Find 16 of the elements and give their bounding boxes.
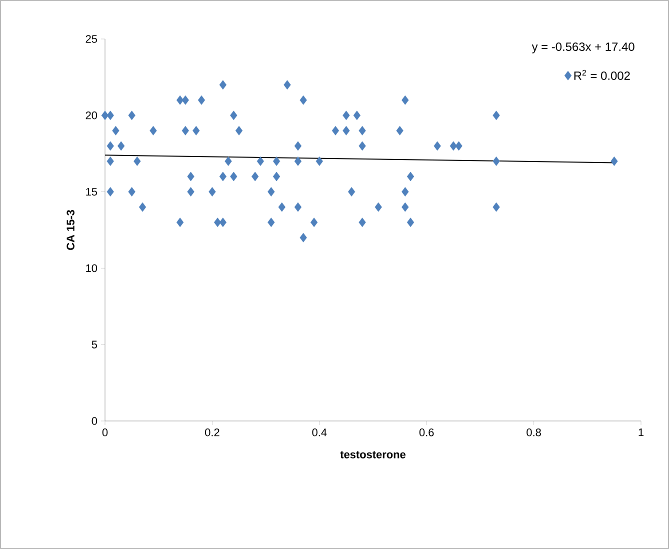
y-tick-label: 25 xyxy=(86,35,98,43)
x-tick-label: 0.8 xyxy=(526,428,541,436)
y-tick-label: 0 xyxy=(92,417,98,425)
y-tick-label: 10 xyxy=(86,264,98,272)
y-tick-label: 20 xyxy=(86,112,98,120)
x-tick-label: 0.2 xyxy=(205,428,220,436)
x-axis-title: testosterone xyxy=(340,451,406,458)
y-tick-label: 15 xyxy=(86,188,98,196)
x-tick-label: 0.6 xyxy=(419,428,434,436)
annotation: y = -0.563x + 17.40 xyxy=(532,42,634,54)
x-tick-label: 0 xyxy=(102,428,108,436)
x-tick-label: 1 xyxy=(638,428,644,436)
x-tick-label: 0.4 xyxy=(312,428,327,436)
legend-label: R$^{2}$ = 0.002 xyxy=(574,70,630,80)
y-tick-label: 5 xyxy=(92,340,98,348)
y-axis-title: CA 15-3 xyxy=(66,210,74,250)
